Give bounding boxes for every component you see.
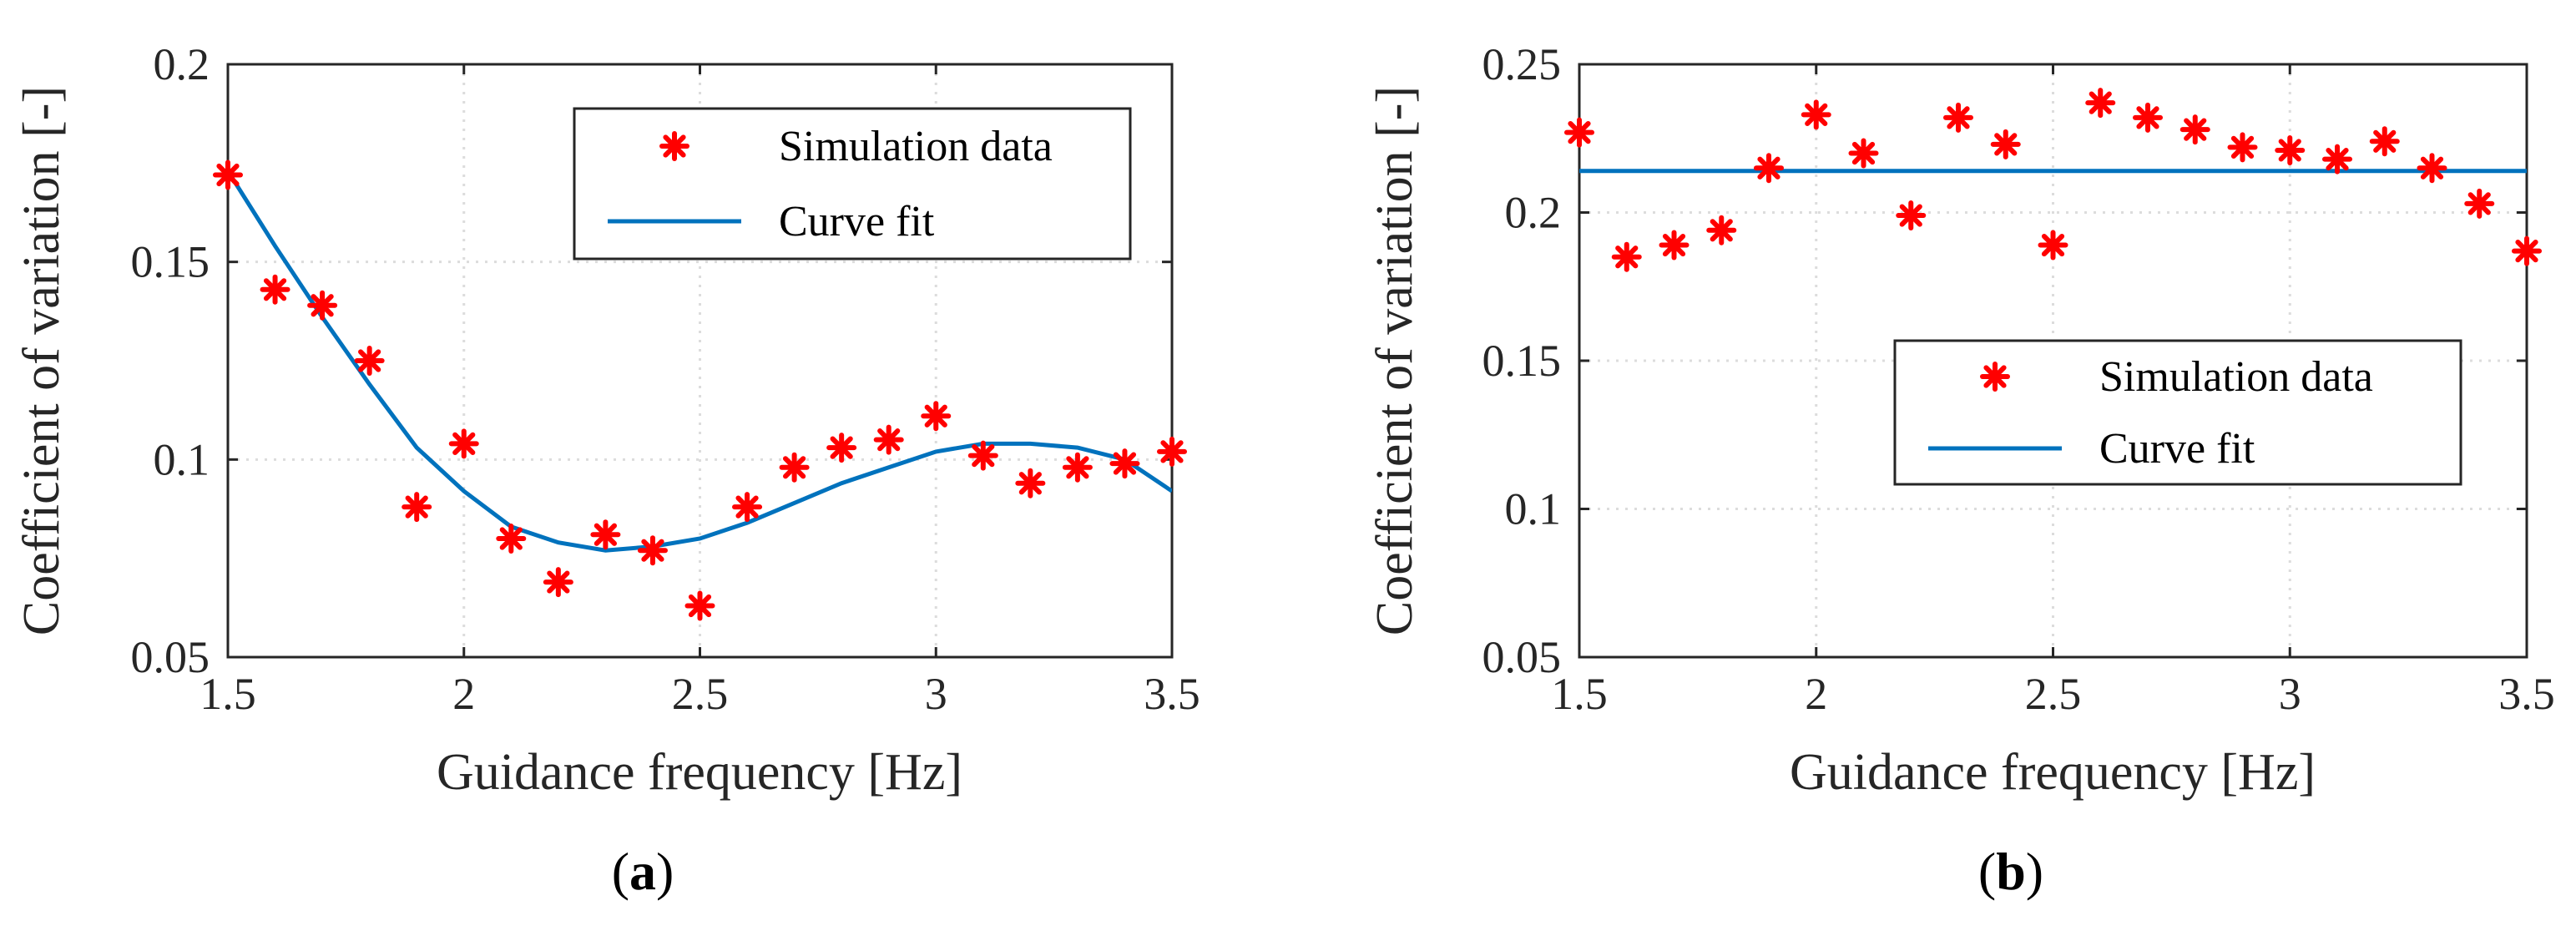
x-tick-label: 2 [1805,669,1827,719]
data-point [2275,134,2306,165]
y-tick-label: 0.2 [1505,188,1562,238]
y-axis-label: Coefficient of variation [-] [13,86,70,635]
data-point [1848,138,1879,169]
data-point [1611,241,1642,272]
data-point [2179,114,2210,145]
data-point [967,440,998,471]
legend-box [1893,339,2462,486]
legend-marker-icon [1980,362,2010,392]
data-point [1801,99,1831,130]
data-point [590,519,621,550]
data-point [1109,448,1140,479]
data-point [402,492,432,523]
x-tick-label: 3.5 [2498,669,2555,719]
legend: Simulation data Curve fit [1893,339,2462,486]
data-point [448,428,479,459]
x-tick-label: 3.5 [1144,669,1200,719]
x-tick-label: 2.5 [2025,669,2082,719]
panel-label: (a) [612,842,674,901]
x-tick-label: 3 [925,669,947,719]
data-point [2133,102,2163,133]
legend: Simulation data Curve fit [573,107,1132,261]
data-point [732,492,763,523]
x-axis-label: Guidance frequency [Hz] [437,744,962,801]
y-tick-label: 0.05 [1482,632,1562,682]
y-tick-label: 0.15 [1482,336,1562,386]
panel-letter: b [1996,842,2026,901]
y-tick-label: 0.15 [131,237,210,287]
data-point [779,452,810,483]
data-point [2038,230,2068,261]
data-point [307,290,338,321]
legend-label: Simulation data [2099,353,2373,401]
data-point [2227,132,2258,163]
data-point [2464,188,2495,219]
data-point [826,433,857,463]
x-axis-label: Guidance frequency [Hz] [1790,744,2316,801]
data-point [1706,215,1737,245]
data-point [543,567,573,598]
data-point [1015,468,1046,498]
x-tick-label: 3 [2279,669,2301,719]
legend-label: Curve fit [779,198,935,245]
y-tick-label: 0.25 [1482,39,1562,89]
x-tick-label: 2 [452,669,475,719]
data-point [354,346,385,376]
legend-label: Curve fit [2099,425,2255,473]
x-tick-label: 1.5 [1551,669,1608,719]
legend-marker-icon [659,131,689,161]
data-point [1754,153,1784,184]
data-point [2085,88,2116,119]
data-point [2322,144,2352,175]
data-point [684,590,715,621]
data-point [1564,117,1594,148]
x-tick-label: 1.5 [200,669,256,719]
curve-fit-line [228,170,1172,553]
panel-letter: a [629,842,656,901]
data-point [1659,230,1690,261]
legend-box [573,107,1132,261]
data-point [1943,102,1973,133]
x-tick-label: 2.5 [672,669,729,719]
data-point [637,535,668,566]
data-point [496,524,527,554]
panel-label: (b) [1978,842,2043,901]
data-point [260,274,290,305]
data-point [921,401,952,432]
data-point [2369,126,2400,157]
y-axis-label: Coefficient of variation [-] [1366,86,1423,635]
y-tick-label: 0.1 [1505,484,1562,534]
chart-panel-b: 1.5 2 2.5 3 3.5 0.05 0.1 0.15 0.2 0.25 Guidance fr… [1366,39,2555,901]
data-point [2512,235,2542,266]
legend-label: Simulation data [779,123,1053,170]
data-point [1062,452,1093,483]
data-point [2417,153,2447,184]
y-tick-label: 0.2 [154,39,210,89]
y-tick-label: 0.05 [131,632,210,682]
data-point [1990,129,2021,159]
data-point [213,159,243,190]
chart-panel-a: 1.5 2 2.5 3 3.5 0.05 0.1 0.15 0.2 Guidance freque… [13,39,1200,901]
data-point [1896,200,1927,231]
data-point [873,424,904,455]
y-tick-label: 0.1 [154,434,210,484]
data-point [1157,436,1187,467]
